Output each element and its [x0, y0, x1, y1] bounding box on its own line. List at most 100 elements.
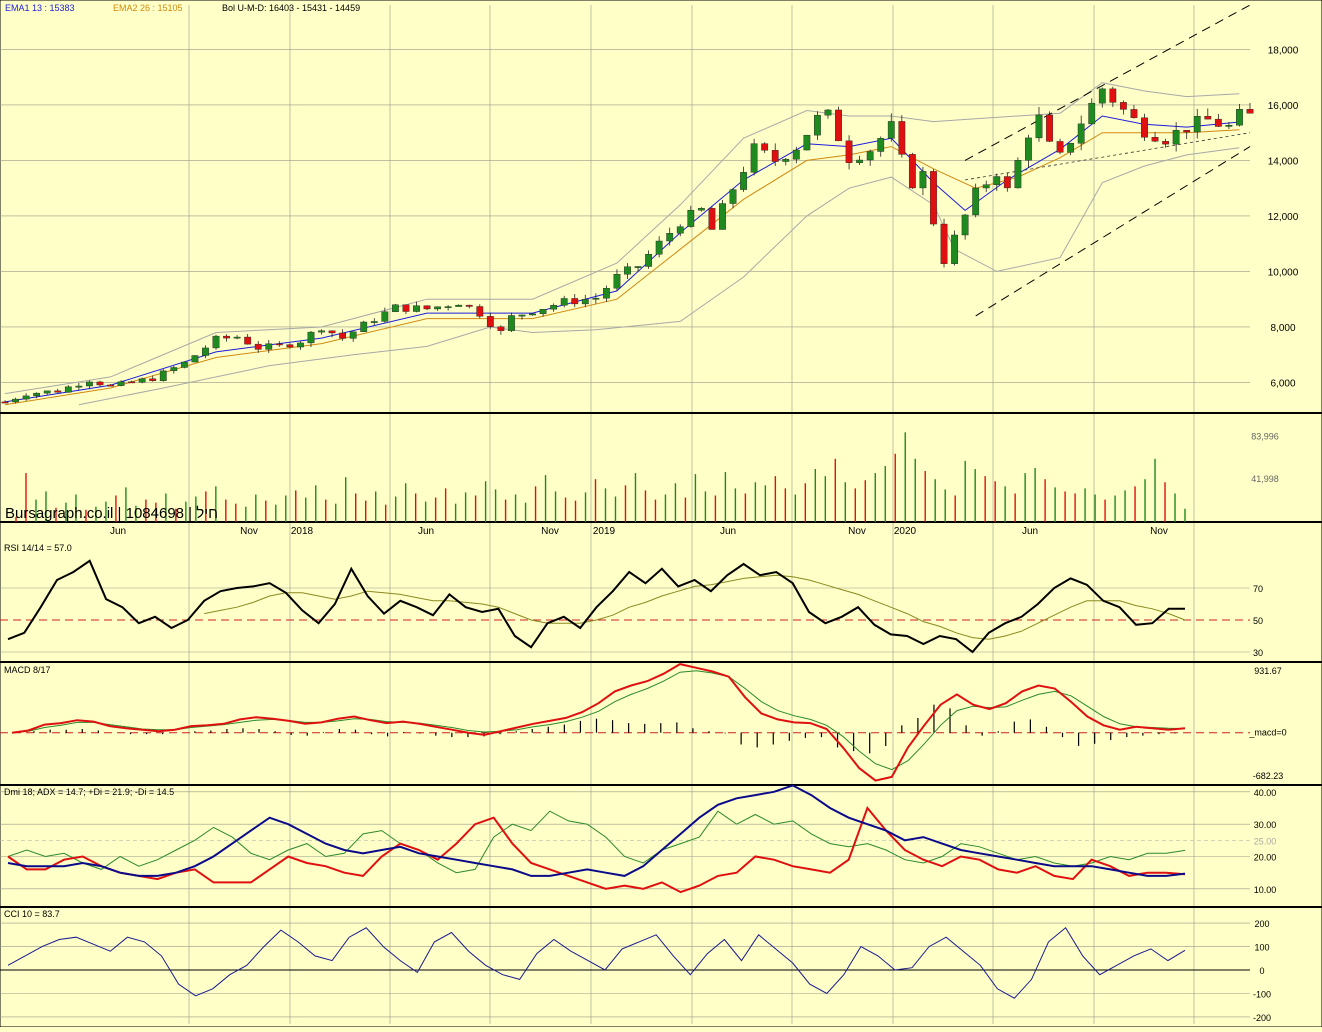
candle-up [444, 306, 452, 309]
candle-up [1014, 160, 1022, 189]
candle-up [381, 311, 389, 322]
candle-up [64, 386, 72, 393]
candle-down [1141, 117, 1148, 138]
dmi-axis-label: 10.00 [1254, 885, 1277, 895]
candle-up [1225, 124, 1233, 127]
candle-down [328, 330, 336, 334]
candle-up [233, 336, 241, 339]
candle-down [223, 335, 230, 339]
ema1-line [4, 115, 1240, 403]
cci-line [7, 927, 1186, 999]
candle-up [1236, 109, 1243, 126]
candle-up [12, 398, 19, 403]
candle-up [349, 331, 357, 339]
candle-up [581, 299, 589, 305]
rsi-panel [0, 559, 1250, 654]
candle-up [740, 172, 747, 190]
macd-panel [0, 663, 1250, 782]
candle-down [1, 401, 9, 404]
candle-down [96, 381, 104, 386]
candle-up [560, 298, 568, 306]
candle-up [1035, 114, 1043, 139]
candle-down [423, 305, 431, 310]
candle-up [1088, 102, 1096, 125]
candle-down [497, 326, 505, 331]
dmi-plus-di-line [7, 810, 1186, 874]
rsi-axis-label: 30 [1253, 648, 1263, 658]
candle-up [75, 385, 83, 388]
x-axis-label: Nov [848, 526, 866, 537]
candle-up [993, 176, 1001, 185]
channel-upper-line [964, 4, 1251, 161]
rsi-axis-label: 50 [1253, 616, 1263, 626]
dmi-adx-line [7, 784, 1186, 877]
panel-layer [0, 412, 1322, 908]
candle-up [307, 331, 315, 344]
candle-up [951, 234, 958, 264]
x-axis-label: 2020 [894, 526, 917, 537]
cci-axis-label: 100 [1254, 943, 1269, 953]
candle-up [550, 305, 558, 310]
candle-down [465, 304, 473, 307]
channel-lower-line [975, 146, 1251, 317]
x-axis-labels: Jun Nov 2018 Jun Nov 2019 Jun Nov 2020 Jun Nov [110, 526, 1168, 537]
ema2-line [4, 129, 1240, 406]
rsi-title: RSI 14/14 = 57.0 [4, 543, 72, 553]
candle-up [318, 330, 325, 333]
candle-up [814, 114, 821, 136]
candle-down [1130, 109, 1138, 118]
candle-up [887, 121, 895, 139]
candle-up [1193, 116, 1201, 133]
candle-up [191, 355, 199, 363]
cci-axis-label: -200 [1253, 1013, 1271, 1023]
candle-down [908, 154, 916, 189]
candle-down [1246, 109, 1254, 114]
candle-up [697, 208, 705, 211]
macd-line [11, 663, 1186, 782]
ema1-label: EMA1 13 : 15383 [5, 3, 75, 13]
candle-down [1003, 176, 1011, 189]
candle-up [180, 361, 188, 368]
dmi-title: Dmi 18; ADX = 14.7; +Di = 21.9; -Di = 14… [4, 787, 174, 797]
candle-down [708, 208, 716, 230]
candle-up [803, 134, 811, 151]
y-axis-labels: 6,000 8,000 10,000 12,000 14,000 16,000 18,000… [1248, 45, 1298, 1023]
candle-down [930, 171, 937, 225]
candle-up [1067, 143, 1075, 153]
cci-axis-label: 0 [1259, 966, 1264, 976]
candle-up [1172, 129, 1180, 145]
macd-axis-label: _macd=0 [1248, 728, 1286, 738]
rsi-signal-line [204, 574, 1186, 640]
candle-down [1119, 102, 1127, 110]
candle-down [244, 336, 252, 345]
macd-title: MACD 8/17 [4, 665, 51, 675]
watermark: Bursagraph.co.il | 1084698 | חיל [5, 505, 218, 522]
candle-up [782, 159, 790, 162]
candle-up [265, 343, 273, 350]
candle-up [719, 203, 726, 230]
candle-up [729, 189, 737, 204]
candle-down [486, 316, 494, 327]
dmi-panel [0, 784, 1250, 894]
volume-panel [15, 432, 1186, 522]
candle-up [86, 381, 93, 387]
x-axis-label: Nov [1150, 526, 1168, 537]
candle-up [539, 308, 547, 314]
price-axis-label: 16,000 [1268, 101, 1299, 112]
candle-up [434, 306, 441, 310]
price-axis-label: 8,000 [1270, 323, 1295, 334]
candle-down [1056, 141, 1064, 153]
candle-up [1025, 137, 1032, 161]
candle-up [972, 187, 980, 216]
x-axis-label: 2018 [291, 526, 314, 537]
candle-up [391, 304, 399, 312]
cci-axis-label: -100 [1253, 989, 1271, 999]
candle-up [634, 266, 642, 268]
candle-up [297, 342, 304, 348]
candle-down [149, 378, 157, 382]
candle-up [750, 143, 758, 173]
candle-up [687, 210, 695, 227]
candle-up [856, 159, 864, 163]
